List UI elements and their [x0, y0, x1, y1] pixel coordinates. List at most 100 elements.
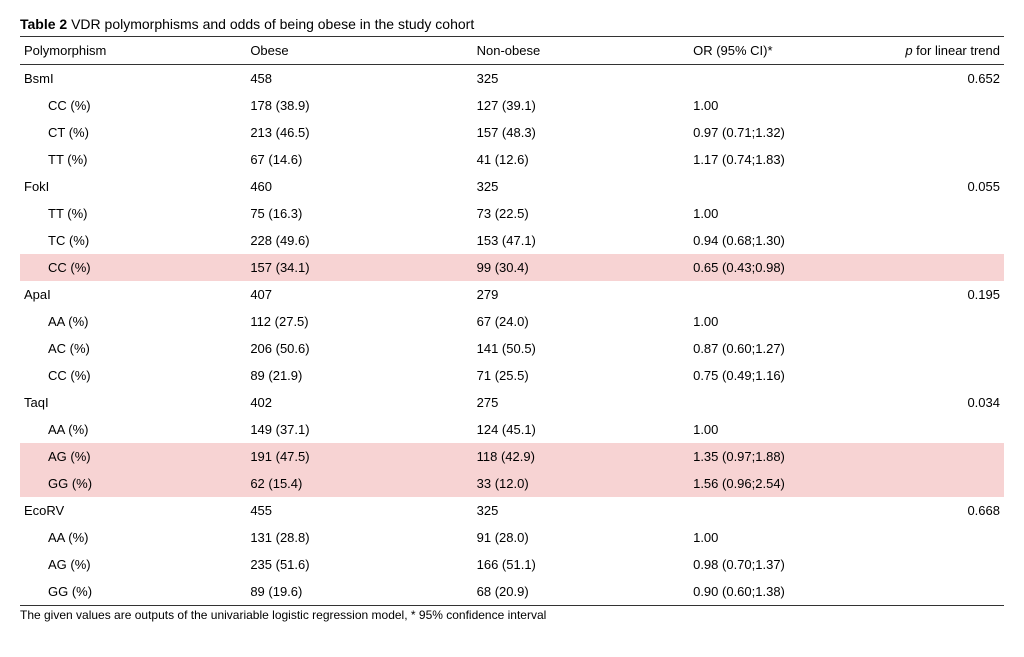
table-header-row: Polymorphism Obese Non-obese OR (95% CI)…	[20, 37, 1004, 65]
genotype-obese: 228 (49.6)	[246, 227, 472, 254]
genotype-row: CC (%)157 (34.1)99 (30.4)0.65 (0.43;0.98…	[20, 254, 1004, 281]
genotype-or: 0.87 (0.60;1.27)	[689, 335, 866, 362]
col-ptrend: p for linear trend	[866, 37, 1004, 65]
genotype-ptrend	[866, 227, 1004, 254]
genotype-or: 0.94 (0.68;1.30)	[689, 227, 866, 254]
genotype-obese: 206 (50.6)	[246, 335, 472, 362]
genotype-nonobese: 91 (28.0)	[473, 524, 689, 551]
group-row: EcoRV4553250.668	[20, 497, 1004, 524]
group-ptrend: 0.055	[866, 173, 1004, 200]
genotype-or: 0.97 (0.71;1.32)	[689, 119, 866, 146]
genotype-row: CC (%)89 (21.9)71 (25.5)0.75 (0.49;1.16)	[20, 362, 1004, 389]
genotype-row: GG (%)62 (15.4)33 (12.0)1.56 (0.96;2.54)	[20, 470, 1004, 497]
genotype-or: 1.17 (0.74;1.83)	[689, 146, 866, 173]
genotype-nonobese: 33 (12.0)	[473, 470, 689, 497]
data-table: Polymorphism Obese Non-obese OR (95% CI)…	[20, 36, 1004, 606]
group-name: ApaI	[20, 281, 246, 308]
group-obese: 458	[246, 65, 472, 93]
genotype: CC (%)	[20, 362, 246, 389]
genotype: AG (%)	[20, 551, 246, 578]
group-name: EcoRV	[20, 497, 246, 524]
genotype-ptrend	[866, 92, 1004, 119]
genotype: AA (%)	[20, 308, 246, 335]
col-nonobese: Non-obese	[473, 37, 689, 65]
genotype-row: TT (%)75 (16.3)73 (22.5)1.00	[20, 200, 1004, 227]
table-title-text: VDR polymorphisms and odds of being obes…	[71, 16, 474, 32]
genotype-row: GG (%)89 (19.6)68 (20.9)0.90 (0.60;1.38)	[20, 578, 1004, 606]
table-footnote: The given values are outputs of the univ…	[20, 608, 1004, 622]
genotype-or: 1.35 (0.97;1.88)	[689, 443, 866, 470]
genotype-ptrend	[866, 524, 1004, 551]
genotype-obese: 89 (21.9)	[246, 362, 472, 389]
genotype-nonobese: 73 (22.5)	[473, 200, 689, 227]
group-nonobese: 325	[473, 65, 689, 93]
genotype-nonobese: 118 (42.9)	[473, 443, 689, 470]
group-obese: 460	[246, 173, 472, 200]
col-polymorphism: Polymorphism	[20, 37, 246, 65]
genotype-ptrend	[866, 416, 1004, 443]
genotype-nonobese: 71 (25.5)	[473, 362, 689, 389]
genotype-ptrend	[866, 335, 1004, 362]
genotype: GG (%)	[20, 470, 246, 497]
genotype: AA (%)	[20, 416, 246, 443]
group-nonobese: 325	[473, 497, 689, 524]
genotype-obese: 62 (15.4)	[246, 470, 472, 497]
genotype: CC (%)	[20, 254, 246, 281]
table-title-label: Table 2	[20, 16, 67, 32]
genotype-ptrend	[866, 200, 1004, 227]
group-obese: 407	[246, 281, 472, 308]
group-ptrend: 0.668	[866, 497, 1004, 524]
group-name: TaqI	[20, 389, 246, 416]
group-nonobese: 325	[473, 173, 689, 200]
genotype-obese: 157 (34.1)	[246, 254, 472, 281]
genotype-row: AA (%)149 (37.1)124 (45.1)1.00	[20, 416, 1004, 443]
genotype-or: 0.90 (0.60;1.38)	[689, 578, 866, 606]
genotype-nonobese: 166 (51.1)	[473, 551, 689, 578]
genotype-ptrend	[866, 308, 1004, 335]
genotype-or: 0.75 (0.49;1.16)	[689, 362, 866, 389]
genotype-ptrend	[866, 551, 1004, 578]
group-ptrend: 0.034	[866, 389, 1004, 416]
genotype-or: 0.98 (0.70;1.37)	[689, 551, 866, 578]
genotype-ptrend	[866, 470, 1004, 497]
genotype-or: 1.00	[689, 92, 866, 119]
group-ptrend: 0.195	[866, 281, 1004, 308]
genotype-row: TC (%)228 (49.6)153 (47.1)0.94 (0.68;1.3…	[20, 227, 1004, 254]
group-nonobese: 275	[473, 389, 689, 416]
group-row: TaqI402275 0.034	[20, 389, 1004, 416]
genotype-nonobese: 141 (50.5)	[473, 335, 689, 362]
genotype: GG (%)	[20, 578, 246, 606]
genotype-nonobese: 153 (47.1)	[473, 227, 689, 254]
genotype: AC (%)	[20, 335, 246, 362]
genotype: TT (%)	[20, 200, 246, 227]
genotype-obese: 112 (27.5)	[246, 308, 472, 335]
genotype-row: AG (%)235 (51.6)166 (51.1)0.98 (0.70;1.3…	[20, 551, 1004, 578]
genotype: AA (%)	[20, 524, 246, 551]
genotype-ptrend	[866, 362, 1004, 389]
genotype-nonobese: 67 (24.0)	[473, 308, 689, 335]
group-or	[689, 65, 866, 93]
group-or	[689, 497, 866, 524]
genotype-nonobese: 99 (30.4)	[473, 254, 689, 281]
group-or	[689, 173, 866, 200]
col-ptrend-p: p	[905, 43, 912, 58]
group-name: BsmI	[20, 65, 246, 93]
group-obese: 402	[246, 389, 472, 416]
table-body: BsmI4583250.652CC (%)178 (38.9)127 (39.1…	[20, 65, 1004, 606]
col-obese: Obese	[246, 37, 472, 65]
genotype-row: TT (%)67 (14.6)41 (12.6)1.17 (0.74;1.83)	[20, 146, 1004, 173]
genotype: CC (%)	[20, 92, 246, 119]
genotype-ptrend	[866, 578, 1004, 606]
group-or	[689, 281, 866, 308]
genotype-obese: 75 (16.3)	[246, 200, 472, 227]
genotype: CT (%)	[20, 119, 246, 146]
group-ptrend: 0.652	[866, 65, 1004, 93]
genotype: AG (%)	[20, 443, 246, 470]
genotype-or: 1.00	[689, 200, 866, 227]
genotype-nonobese: 157 (48.3)	[473, 119, 689, 146]
group-row: ApaI4072790.195	[20, 281, 1004, 308]
genotype-or: 1.00	[689, 308, 866, 335]
genotype-ptrend	[866, 146, 1004, 173]
table-title: Table 2 VDR polymorphisms and odds of be…	[20, 16, 1004, 32]
genotype-ptrend	[866, 443, 1004, 470]
